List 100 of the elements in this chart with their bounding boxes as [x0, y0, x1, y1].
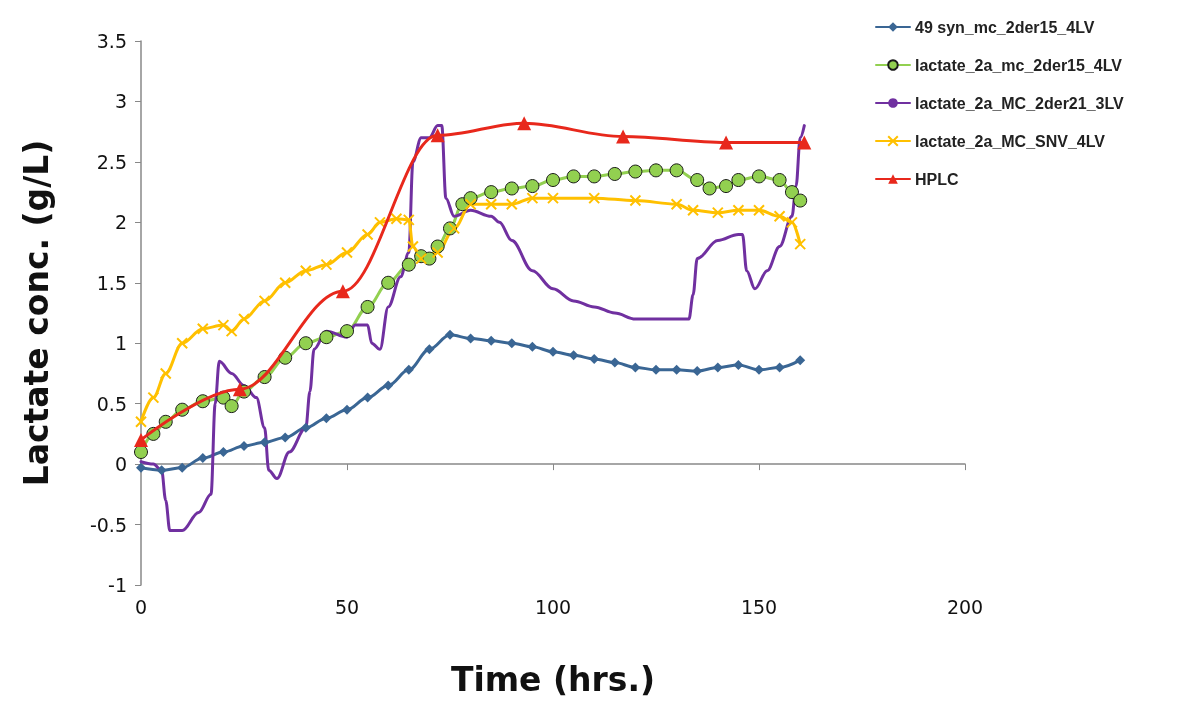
y-tick-label: -1 — [108, 574, 127, 596]
point — [383, 380, 394, 391]
point — [568, 350, 579, 361]
point — [431, 246, 444, 259]
point — [238, 313, 250, 326]
point — [754, 364, 764, 375]
point — [671, 364, 682, 375]
point — [702, 181, 717, 196]
point — [402, 213, 415, 226]
point — [566, 169, 581, 184]
point — [774, 362, 785, 373]
point — [752, 169, 766, 184]
legend-label: lactate_2a_mc_2der15_4LV — [915, 56, 1123, 74]
point — [670, 198, 683, 211]
point — [548, 346, 558, 357]
x-tick-label: 200 — [946, 595, 984, 618]
point — [159, 367, 172, 380]
point — [547, 192, 559, 205]
point — [795, 355, 806, 366]
point — [506, 338, 517, 349]
point — [719, 179, 734, 194]
point — [239, 440, 249, 451]
point — [546, 173, 560, 188]
point — [630, 362, 641, 373]
legend-label: lactate_2a_MC_SNV_4LV — [915, 132, 1106, 150]
point — [733, 359, 744, 370]
point — [448, 222, 461, 235]
point — [232, 382, 247, 397]
point — [177, 462, 188, 473]
point — [335, 284, 350, 299]
point — [197, 453, 208, 464]
legend-label: HPLC — [915, 170, 959, 188]
point — [609, 357, 620, 368]
point — [196, 322, 209, 335]
point — [628, 164, 643, 179]
point — [280, 432, 291, 443]
point — [424, 344, 435, 355]
point — [341, 246, 353, 259]
point — [218, 447, 229, 458]
point — [134, 432, 148, 447]
point — [320, 258, 333, 271]
point — [669, 163, 684, 178]
point — [629, 194, 642, 207]
x-tick-label: 50 — [334, 595, 360, 618]
point — [403, 364, 414, 375]
point — [731, 173, 746, 188]
point — [373, 216, 386, 229]
y-tick-label: 3 — [114, 90, 127, 113]
point — [607, 166, 622, 181]
point — [217, 319, 230, 332]
point — [406, 240, 419, 253]
y-axis-title: Lactate conc. (g/L) — [17, 139, 56, 487]
point — [793, 193, 808, 208]
y-tick-label: 2.5 — [96, 150, 127, 173]
x-tick-label: 0 — [134, 595, 148, 618]
point — [732, 204, 745, 217]
y-tick-label: 3.5 — [96, 30, 127, 52]
point — [299, 264, 312, 277]
point — [711, 206, 724, 219]
x-tick-label: 150 — [740, 595, 778, 618]
y-tick-label: -0.5 — [89, 513, 127, 536]
point — [279, 276, 292, 289]
point — [445, 329, 455, 340]
point — [401, 257, 416, 272]
point — [340, 324, 354, 339]
point — [156, 465, 167, 476]
point — [797, 135, 812, 150]
point — [753, 204, 765, 217]
point — [485, 198, 498, 211]
point — [527, 341, 538, 352]
point — [719, 135, 734, 150]
point — [773, 210, 786, 223]
y-tick-label: 1.5 — [96, 271, 127, 294]
point — [381, 275, 396, 290]
point — [785, 216, 798, 229]
point — [362, 392, 373, 403]
point — [784, 185, 799, 200]
legend-label: lactate_2a_MC_2der21_3LV — [915, 94, 1125, 112]
point — [690, 173, 705, 188]
point — [588, 192, 601, 205]
point — [772, 173, 787, 188]
point — [224, 399, 239, 414]
point — [258, 294, 271, 307]
point — [430, 128, 445, 143]
point — [147, 391, 160, 404]
point — [465, 333, 476, 344]
point — [649, 163, 663, 178]
point — [176, 337, 189, 350]
point — [298, 336, 313, 351]
point — [484, 185, 499, 200]
point — [259, 437, 270, 448]
point — [651, 364, 661, 375]
point — [319, 330, 334, 345]
point — [464, 198, 477, 211]
point — [321, 413, 332, 424]
point — [134, 445, 148, 460]
point — [794, 238, 807, 251]
point — [504, 181, 519, 196]
point — [712, 362, 723, 373]
point — [517, 116, 532, 131]
